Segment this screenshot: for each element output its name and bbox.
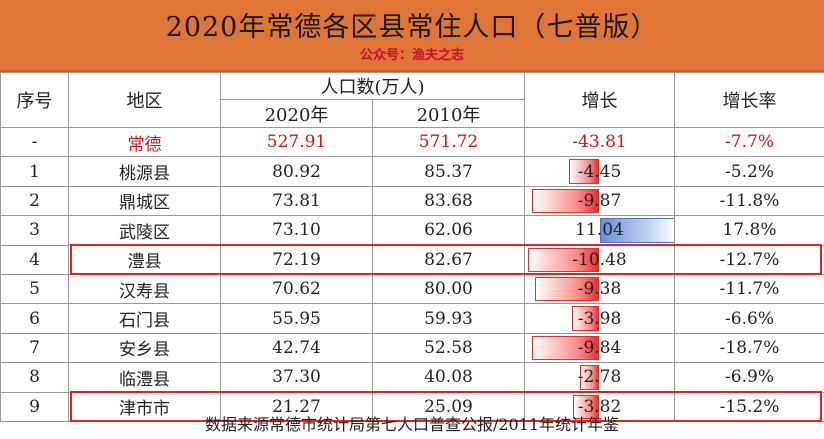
data-source-note: 数据来源常德市统计局第七人口普查公报/2011年统计年鉴 [204, 415, 620, 434]
row-pop-2010: 62.06 [371, 215, 526, 246]
row-region: 武陵区 [68, 215, 221, 246]
header-population: 人口数(万人) [219, 72, 526, 100]
growth-bar [580, 365, 600, 390]
row-pop-2010: 82.67 [371, 244, 526, 275]
row-growth-rate: -5.2% [674, 156, 824, 187]
row-growth: -4.45 [524, 156, 676, 187]
row-pop-2020: 527.91 [220, 126, 373, 158]
growth-value: -9.87 [577, 190, 622, 211]
row-region: 临澧县 [68, 362, 221, 393]
row-seq: 3 [0, 215, 69, 246]
table-row: 1 桃源县 80.92 85.37 -4.45 -5.2% [0, 156, 824, 187]
row-seq: 5 [0, 273, 69, 305]
row-growth-rate: -15.2% [674, 391, 824, 422]
table-row: 8 临澧县 37.30 40.08 -2.78 -6.9% [0, 362, 824, 393]
row-growth-rate: -6.6% [674, 303, 824, 334]
growth-value: 11.04 [575, 220, 624, 241]
row-growth: -3.98 [524, 303, 676, 334]
row-highlight-box [70, 391, 822, 423]
growth-value: -2.78 [577, 367, 622, 388]
header-region: 地区 [68, 72, 221, 128]
row-growth: -2.78 [524, 362, 676, 393]
growth-bar [531, 188, 600, 214]
row-seq: - [0, 126, 69, 158]
row-growth: 11.04 [524, 215, 676, 246]
row-pop-2010: 83.68 [371, 185, 526, 217]
row-region: 常德 [68, 126, 221, 158]
row-region: 安乡县 [68, 332, 221, 364]
row-growth: -9.38 [524, 273, 676, 305]
row-seq: 2 [0, 185, 69, 217]
row-seq: 7 [0, 332, 69, 364]
row-pop-2020: 73.81 [220, 185, 373, 217]
row-pop-2020: 73.10 [220, 215, 373, 246]
growth-value: -9.38 [577, 279, 622, 300]
growth-value: -10.48 [572, 249, 627, 270]
growth-value: -43.81 [572, 132, 627, 153]
table-row: - 常德 527.91 571.72 -43.81 -7.7% [0, 126, 824, 158]
growth-bar [568, 159, 600, 184]
row-pop-2010: 80.00 [371, 273, 526, 305]
table-row: 7 安乡县 42.74 52.58 -9.84 -18.7% [0, 332, 824, 364]
growth-value: -9.84 [577, 337, 622, 358]
table-row: 6 石门县 55.95 59.93 -3.98 -6.6% [0, 303, 824, 334]
row-pop-2020: 80.92 [220, 156, 373, 187]
row-pop-2010: 52.58 [371, 332, 526, 364]
growth-value: -3.82 [577, 396, 622, 417]
subtitle-account: 公众号：渔夫之志 [359, 48, 464, 63]
growth-bar [535, 276, 600, 302]
row-pop-2020: 37.30 [220, 362, 373, 393]
table-row: 2 鼎城区 73.81 83.68 -9.87 -11.8% [0, 185, 824, 217]
row-pop-2010: 40.08 [371, 362, 526, 393]
row-growth: -9.87 [524, 185, 676, 217]
table-row: 3 武陵区 73.10 62.06 11.04 17.8% [0, 215, 824, 246]
row-highlight-box [70, 244, 822, 276]
header-rate: 增长率 [674, 72, 824, 128]
growth-bar [600, 218, 674, 243]
row-growth: -43.81 [524, 126, 676, 158]
growth-value: -3.98 [577, 308, 622, 329]
header-seq: 序号 [0, 72, 69, 128]
row-seq: 4 [0, 244, 69, 275]
title-banner: 2020年常德各区县常住人口（七普版） 公众号：渔夫之志 [0, 0, 824, 72]
row-pop-2010: 59.93 [371, 303, 526, 334]
row-seq: 8 [0, 362, 69, 393]
row-pop-2020: 55.95 [220, 303, 373, 334]
growth-bar [571, 306, 600, 331]
table-row: 4 澧县 72.19 82.67 -10.48 -12.7% [0, 244, 824, 275]
row-growth-rate: -18.7% [674, 332, 824, 364]
header-2010: 2010年 [371, 99, 526, 128]
row-growth-rate: -6.9% [674, 362, 824, 393]
row-pop-2010: 571.72 [371, 126, 526, 158]
header-2020: 2020年 [220, 99, 373, 128]
growth-value: -4.45 [577, 161, 622, 182]
row-pop-2010: 85.37 [371, 156, 526, 187]
row-growth-rate: -11.7% [674, 273, 824, 305]
row-pop-2020: 70.62 [220, 273, 373, 305]
population-table: 序号 地区 人口数(万人) 增长 增长率 2020年 2010年 - 常德 527.… [0, 72, 824, 422]
row-pop-2020: 42.74 [220, 332, 373, 364]
row-region: 石门县 [68, 303, 221, 334]
row-growth: -10.48 [524, 244, 676, 275]
header-growth: 增长 [524, 72, 676, 128]
page-title: 2020年常德各区县常住人口（七普版） [165, 12, 659, 43]
growth-bar [527, 247, 600, 272]
row-growth-rate: -7.7% [674, 126, 824, 158]
row-pop-2020: 21.27 [220, 391, 373, 422]
row-growth: -9.84 [524, 332, 676, 364]
growth-bar [573, 394, 600, 419]
row-growth-rate: -11.8% [674, 185, 824, 217]
row-pop-2010: 25.09 [371, 391, 526, 422]
row-seq: 6 [0, 303, 69, 334]
row-seq: 1 [0, 156, 69, 187]
row-region: 汉寿县 [68, 273, 221, 305]
growth-bar [532, 335, 600, 361]
row-region: 津市市 [68, 391, 221, 422]
row-growth-rate: 17.8% [674, 215, 824, 246]
row-region: 鼎城区 [68, 185, 221, 217]
row-region: 桃源县 [68, 156, 221, 187]
table-row: 5 汉寿县 70.62 80.00 -9.38 -11.7% [0, 273, 824, 305]
table-body: - 常德 527.91 571.72 -43.81 -7.7% 1 桃源县 80.92 85.37… [0, 126, 824, 422]
